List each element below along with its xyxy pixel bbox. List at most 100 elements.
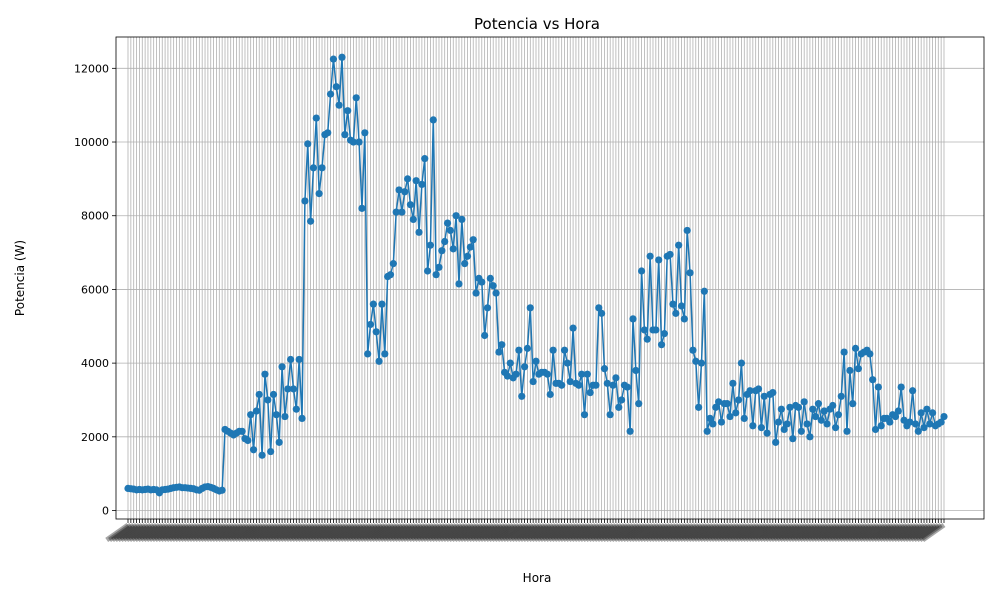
x-tick-label: [872, 522, 897, 542]
x-tick-label: [479, 522, 504, 542]
x-tick-label: [470, 522, 495, 542]
data-point: [515, 346, 523, 354]
data-point: [746, 387, 754, 395]
x-tick-label: [285, 522, 310, 542]
data-point: [823, 420, 831, 428]
plot-frame: [115, 36, 985, 520]
data-point: [834, 411, 843, 419]
data-point: [292, 405, 300, 413]
x-tick-label: [738, 522, 763, 542]
data-point: [874, 383, 882, 391]
x-tick-label: [287, 522, 313, 542]
data-point: [769, 389, 777, 397]
x-tick-label: [907, 522, 932, 542]
data-point: [281, 412, 289, 421]
x-tick-label: [516, 522, 541, 542]
x-tick-label: [450, 522, 475, 542]
data-point: [423, 267, 432, 275]
data-point: [560, 346, 569, 354]
x-tick-label: [561, 522, 586, 542]
x-tick-label: [875, 522, 900, 542]
data-point: [672, 309, 680, 317]
x-tick-label: [795, 522, 820, 542]
x-tick-label: [707, 522, 732, 542]
x-tick-label: [202, 522, 227, 542]
x-tick-label: [598, 522, 624, 542]
x-tick-label: [153, 522, 178, 542]
data-point: [503, 372, 512, 380]
x-tick-label: [695, 522, 721, 542]
x-tick-label: [247, 522, 273, 542]
data-point: [695, 403, 703, 411]
x-tick-label: [382, 522, 407, 542]
data-point: [338, 53, 346, 61]
data-point: [455, 280, 463, 288]
x-tick-label: [524, 522, 549, 542]
data-point: [304, 140, 312, 148]
x-tick-label: [216, 522, 241, 542]
data-point: [600, 365, 609, 373]
x-tick-label: [236, 522, 261, 542]
data-point: [774, 418, 783, 426]
x-tick-label: [698, 522, 723, 542]
x-tick-label: [684, 522, 709, 542]
x-tick-label: [499, 522, 524, 542]
x-tick-label: [133, 522, 158, 542]
data-point: [332, 83, 340, 91]
data-point: [495, 348, 503, 356]
data-point: [386, 271, 395, 279]
data-point: [523, 344, 532, 352]
data-point: [566, 377, 574, 386]
x-tick-label: [653, 522, 678, 542]
data-point: [709, 420, 717, 428]
x-tick-label: [259, 522, 284, 542]
x-tick-label: [416, 522, 441, 542]
y-tick-label: 6000: [81, 283, 109, 296]
x-tick-label: [787, 522, 812, 542]
data-point: [612, 374, 620, 382]
x-tick-label: [638, 522, 663, 542]
x-tick-label: [667, 522, 692, 542]
x-tick-label: [110, 522, 136, 542]
x-tick-label: [544, 522, 569, 542]
data-point: [364, 350, 372, 358]
x-tick-label: [222, 522, 247, 542]
data-point: [837, 392, 845, 400]
data-point: [820, 407, 828, 415]
x-tick-label: [302, 522, 327, 542]
data-point: [831, 424, 840, 432]
x-tick-label: [319, 522, 344, 542]
data-point: [840, 348, 848, 356]
x-tick-label: [693, 522, 718, 542]
x-tick-label: [347, 522, 372, 542]
data-point: [324, 129, 332, 137]
x-tick-label: [869, 522, 895, 542]
data-point: [706, 414, 714, 422]
x-tick-label: [909, 522, 935, 542]
x-tick-label: [262, 522, 287, 542]
data-point: [492, 289, 500, 297]
data-point: [435, 263, 443, 271]
x-tick-label: [207, 522, 233, 542]
x-tick-label: [912, 522, 937, 542]
x-tick-label: [878, 522, 903, 542]
x-tick-label: [125, 522, 150, 542]
data-point: [592, 381, 600, 389]
x-tick-label: [867, 522, 892, 542]
data-point: [626, 427, 634, 435]
x-tick-label: [330, 522, 355, 542]
x-tick-label: [353, 522, 378, 542]
x-tick-label: [835, 522, 860, 542]
data-point: [506, 359, 514, 367]
data-point: [406, 201, 415, 209]
x-tick-label: [162, 522, 187, 542]
x-tick-label: [858, 522, 883, 542]
x-tick-label: [513, 522, 538, 542]
data-point: [267, 447, 275, 456]
data-point: [655, 256, 663, 264]
data-point: [814, 400, 823, 408]
data-point: [923, 405, 931, 413]
data-point: [851, 344, 860, 352]
data-point: [526, 304, 534, 312]
